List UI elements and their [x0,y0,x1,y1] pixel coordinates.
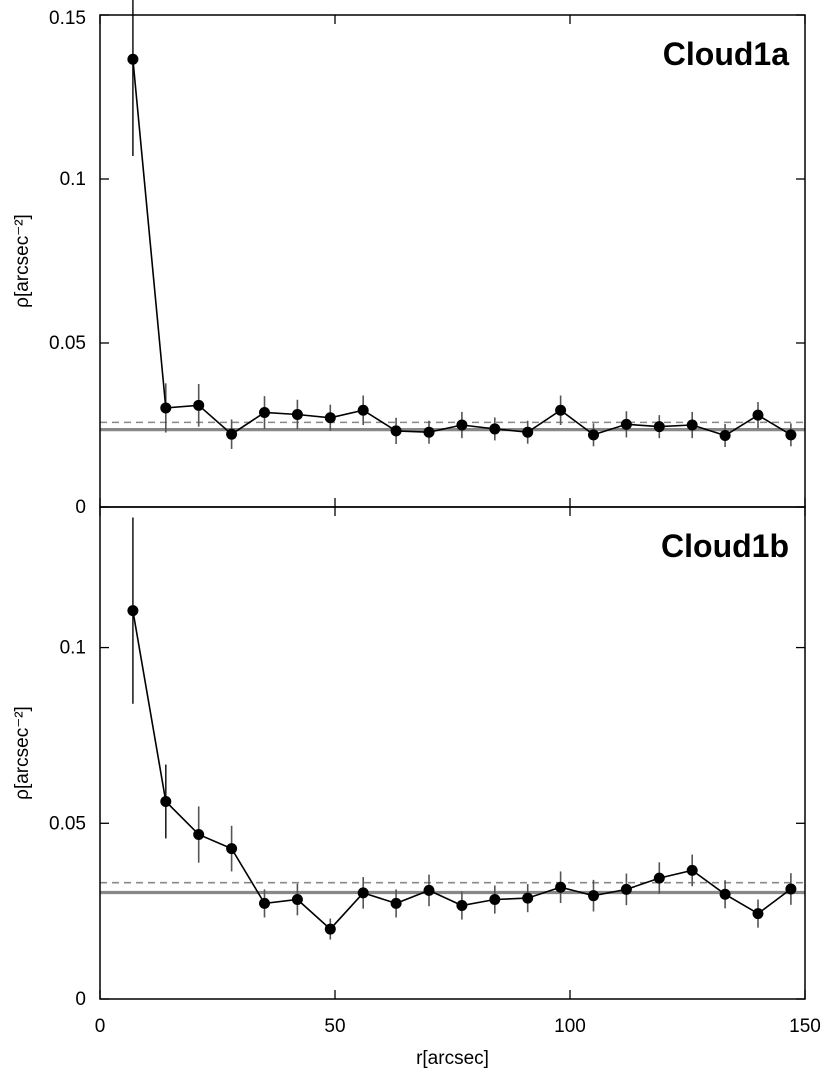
data-point [522,426,534,438]
x-tick-label: 100 [554,1016,586,1037]
data-point [193,399,205,411]
data-point [785,429,797,441]
data-point [423,426,435,438]
data-point [620,418,632,430]
data-point [620,883,632,895]
series-line [132,59,792,437]
data-point [653,872,665,884]
data-point [291,894,303,906]
data-point [324,412,336,424]
x-tick-label: 50 [324,1016,345,1037]
y-tick-label: 0 [75,497,86,518]
data-point [259,407,270,419]
data-point [555,404,567,416]
data-point [686,419,698,431]
x-axis-label: r[arcsec] [416,1048,489,1069]
data-point [686,864,698,876]
y-tick-label: 0.1 [60,638,86,659]
y-tick-label: 0.05 [49,813,86,834]
data-point [291,409,303,421]
data-point [160,402,172,414]
data-point [324,923,336,935]
panel-cloud1a: 0 0.05 0.1 0.15 Cloud1a ρ[arcsec⁻²] [12,0,806,518]
panel-title: Cloud1a [663,36,789,72]
data-point [719,888,731,900]
data-point [390,897,402,909]
data-point [259,897,270,909]
data-point [160,795,172,807]
x-tick-label: 150 [789,1016,821,1037]
data-point [357,404,369,416]
y-tick-label: 0.05 [49,333,86,354]
data-point [357,887,369,899]
data-point [226,843,238,855]
data-point [390,425,402,437]
data-point [522,892,534,904]
data-point [127,53,139,65]
plot-frame [99,14,806,508]
panel-title: Cloud1b [661,528,789,564]
y-tick-label: 0 [75,989,86,1010]
y-axis-label: ρ[arcsec⁻²] [12,706,33,800]
data-point [752,409,764,421]
data-point [719,429,731,441]
data-point [555,881,567,893]
data-point [456,900,468,912]
data-point [785,883,797,895]
data-point [456,419,468,431]
data-point [489,894,501,906]
plot-frame [99,506,806,1000]
y-tick-label: 0.1 [60,169,86,190]
data-point [588,429,599,441]
data-point [588,890,599,902]
data-point [653,421,665,433]
y-tick-label: 0.15 [49,8,86,29]
data-point [193,829,205,841]
panel-cloud1b: 0 0.05 0.1 0 50 100 150 Cloud1b ρ[arcsec⁻²] r[arc… [12,506,821,1069]
data-point [752,908,764,920]
x-tick-label: 0 [95,1016,106,1037]
data-point [489,423,501,435]
data-point [423,884,435,896]
y-axis-label: ρ[arcsec⁻²] [12,214,33,308]
data-point [226,428,238,440]
data-point [127,605,139,617]
